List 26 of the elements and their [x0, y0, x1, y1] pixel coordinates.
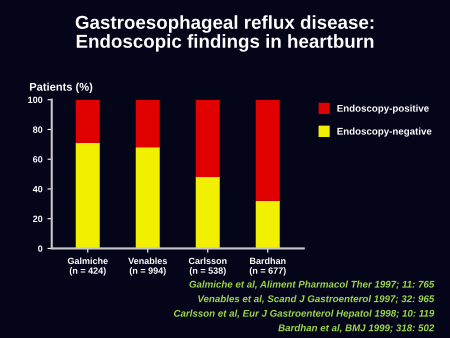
y-tick-label: 20 [32, 216, 42, 222]
bar [76, 100, 100, 143]
legend-label: Endoscopy-negative [337, 128, 432, 137]
legend-label: Endoscopy-positive [337, 104, 429, 114]
y-tick-label: 0 [38, 245, 42, 252]
x-tick-label: Carlsson (n = 538) [188, 257, 227, 276]
x-tick-label: Galmiche (n = 424) [68, 257, 108, 276]
text: Galmiche et al, Aliment Pharmacol Ther 1997; 11: 765 [189, 280, 434, 290]
y-tick-label: 60 [33, 156, 42, 163]
text: Bardhan et al, BMJ 1999; 318: 502 [278, 324, 434, 333]
bar [196, 100, 220, 178]
bar [76, 142, 100, 248]
y-tick-label: 40 [32, 186, 42, 192]
bar [256, 200, 280, 248]
x-tick-label: Venables (n = 994) [128, 257, 167, 276]
bar [256, 100, 280, 201]
y-tick-label: 100 [28, 96, 42, 104]
bar [136, 147, 160, 248]
text: Venables et al, Scand J Gastroenterol 1997; 32: 965 [198, 295, 434, 304]
y-tick-label: 80 [32, 126, 42, 133]
y-axis-title: Patients (%) [30, 82, 92, 93]
x-tick-label: Bardhan (n = 677) [250, 257, 286, 276]
bar [196, 177, 220, 248]
bar [136, 100, 160, 148]
text: Carlsson et al, Eur J Gastroenterol Hepatol 1998; 10: 119 [174, 310, 434, 319]
chart-title: Gastroesophageal reflux disease: Endoscopic findings in heartburn [76, 15, 374, 52]
